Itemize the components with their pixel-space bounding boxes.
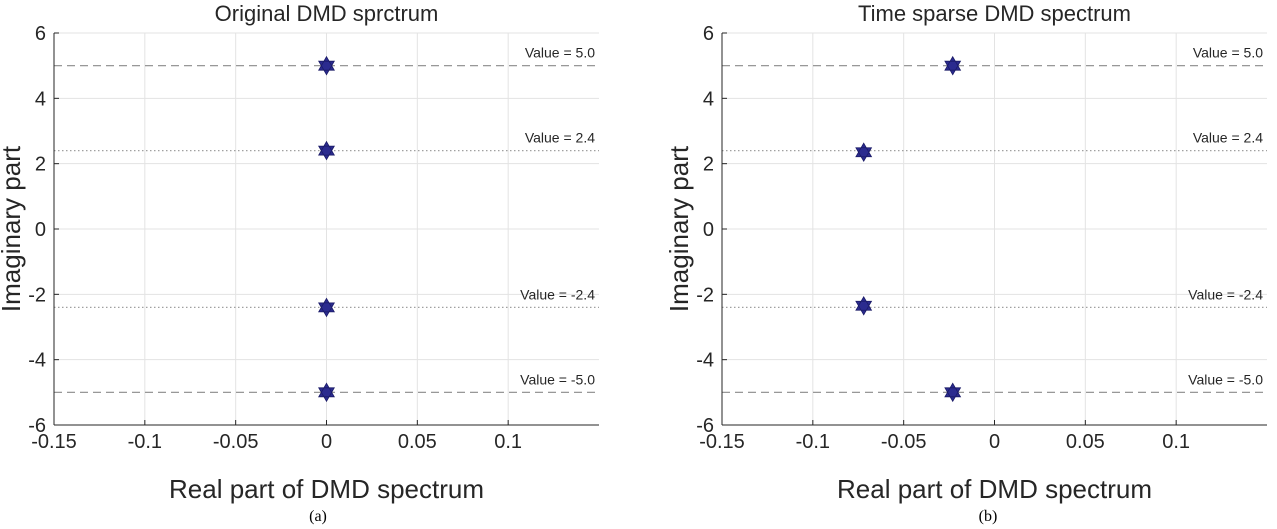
x-tick-label: 0.1 bbox=[494, 431, 522, 453]
reference-line-label: Value = 5.0 bbox=[1193, 45, 1263, 61]
x-axis-label: Real part of DMD spectrum bbox=[169, 474, 484, 504]
y-tick-label: -4 bbox=[28, 350, 46, 372]
y-tick-label: 6 bbox=[35, 23, 46, 45]
reference-line-label: Value = 2.4 bbox=[525, 130, 595, 146]
reference-line-label: Value = -5.0 bbox=[520, 371, 595, 387]
x-axis-label: Real part of DMD spectrum bbox=[837, 474, 1152, 504]
data-point-hexagram bbox=[855, 295, 873, 316]
y-axis-label: Imaginary part bbox=[664, 145, 694, 312]
x-tick-label: -0.1 bbox=[128, 431, 162, 453]
y-tick-label: 6 bbox=[703, 23, 714, 45]
chart-panel-b: Value = 5.0 Value = 2.4 Value = -2.4 Value … bbox=[664, 1, 1267, 525]
y-tick-label: 2 bbox=[703, 154, 714, 176]
y-tick-label: 4 bbox=[703, 88, 714, 110]
x-tick-label: -0.05 bbox=[213, 431, 259, 453]
chart-title: Time sparse DMD spectrum bbox=[858, 1, 1131, 26]
x-tick-label: 0.1 bbox=[1162, 431, 1190, 453]
x-tick-label: -0.15 bbox=[31, 431, 77, 453]
y-tick-label: -2 bbox=[28, 284, 46, 306]
data-point-hexagram bbox=[855, 142, 873, 163]
x-tick-label: 0.05 bbox=[1066, 431, 1105, 453]
y-tick-label: -2 bbox=[696, 284, 714, 306]
data-point-hexagram bbox=[944, 55, 962, 76]
chart-panel-a: Value = 5.0 Value = 2.4 Value = -2.4 Value … bbox=[0, 1, 599, 525]
reference-line-label: Value = 5.0 bbox=[525, 45, 595, 61]
x-tick-label: -0.15 bbox=[699, 431, 745, 453]
panel-caption: (b) bbox=[979, 508, 998, 525]
data-point-hexagram bbox=[318, 382, 335, 403]
y-tick-label: -6 bbox=[696, 415, 714, 437]
x-tick-label: -0.1 bbox=[796, 431, 830, 453]
reference-line-label: Value = -2.4 bbox=[1188, 286, 1263, 302]
y-tick-label: 4 bbox=[35, 88, 46, 110]
data-point-hexagram bbox=[944, 382, 962, 403]
data-point-hexagram bbox=[318, 297, 335, 318]
chart-title: Original DMD sprctrum bbox=[215, 1, 439, 26]
data-point-hexagram bbox=[318, 55, 335, 76]
data-point-hexagram bbox=[318, 140, 335, 161]
y-tick-label: 0 bbox=[35, 219, 46, 241]
y-axis-label: Imaginary part bbox=[0, 145, 26, 312]
x-tick-label: 0 bbox=[321, 431, 332, 453]
y-tick-label: -4 bbox=[696, 350, 714, 372]
reference-line-label: Value = 2.4 bbox=[1193, 130, 1263, 146]
reference-line-label: Value = -5.0 bbox=[1188, 371, 1263, 387]
x-tick-label: 0.05 bbox=[398, 431, 437, 453]
x-tick-label: 0 bbox=[989, 431, 1000, 453]
y-tick-label: 2 bbox=[35, 154, 46, 176]
panel-caption: (a) bbox=[309, 508, 327, 525]
x-tick-label: -0.05 bbox=[881, 431, 927, 453]
y-tick-label: 0 bbox=[703, 219, 714, 241]
reference-line-label: Value = -2.4 bbox=[520, 286, 595, 302]
y-tick-label: -6 bbox=[28, 415, 46, 437]
